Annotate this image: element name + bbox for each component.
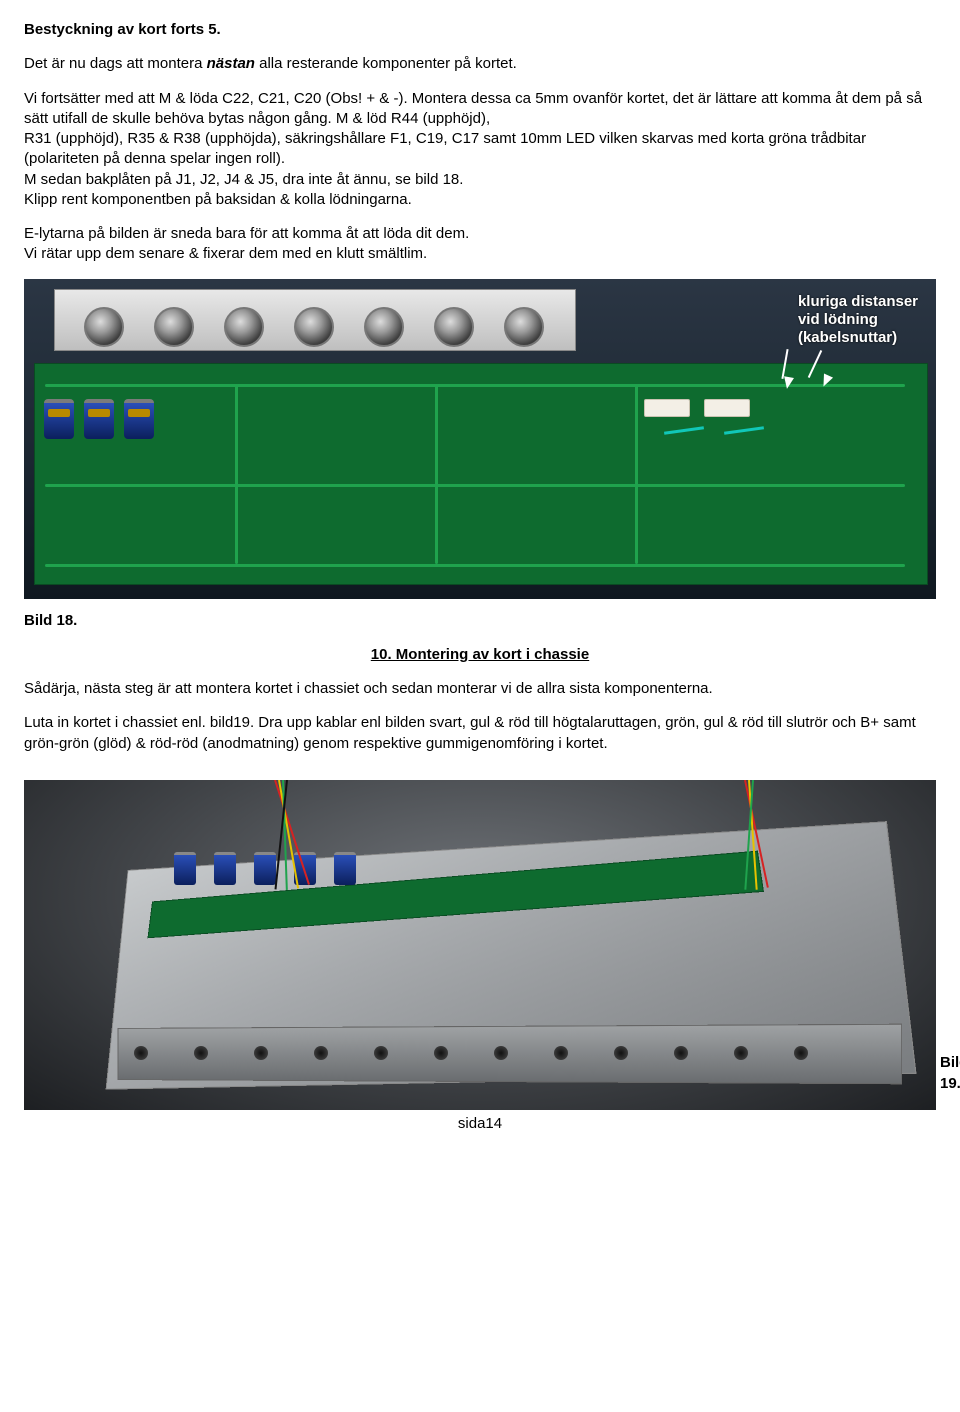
jack: [154, 307, 194, 347]
chassis-hole: [794, 1046, 808, 1060]
wire-bundle: [744, 780, 884, 890]
chassis-photo: [24, 780, 936, 1110]
pcb-board: [34, 363, 928, 585]
image-bild18: kluriga distanser vid lödning (kabelsnut…: [24, 279, 936, 599]
chassis-hole: [674, 1046, 688, 1060]
chassis-hole: [614, 1046, 628, 1060]
para-5: Klipp rent komponentben på baksidan & ko…: [24, 190, 936, 210]
fuse-holder: [704, 399, 750, 417]
capacitor: [124, 399, 154, 439]
chassis-hole: [434, 1046, 448, 1060]
para-intro-a: Det är nu dags att montera: [24, 55, 207, 72]
page-footer: sida14: [24, 1114, 936, 1134]
chassis-front: [118, 1023, 903, 1084]
capacitor: [84, 399, 114, 439]
para-9: Luta in kortet i chassiet enl. bild19. D…: [24, 713, 936, 754]
wire-bundle: [274, 780, 414, 890]
chassis-hole: [734, 1046, 748, 1060]
jack: [294, 307, 334, 347]
para-6: E-lytarna på bilden är sneda bara för at…: [24, 224, 936, 244]
jack: [84, 307, 124, 347]
jack: [434, 307, 474, 347]
overlay-arrowhead: [782, 376, 794, 390]
caption-bild19: Bild 19.: [940, 1053, 960, 1094]
trace: [435, 384, 438, 564]
capacitor: [174, 852, 196, 885]
pcb-photo: kluriga distanser vid lödning (kabelsnut…: [24, 279, 936, 599]
para-intro: Det är nu dags att montera nästan alla r…: [24, 54, 936, 74]
chassis-hole: [374, 1046, 388, 1060]
para-intro-c: alla resterande komponenter på kortet.: [255, 55, 517, 72]
para-2: Vi fortsätter med att M & löda C22, C21,…: [24, 89, 936, 130]
caption-bild18: Bild 18.: [24, 611, 936, 631]
overlay-line1: kluriga distanser: [798, 293, 918, 311]
para-8: Sådärja, nästa steg är att montera korte…: [24, 679, 936, 699]
para-4: M sedan bakplåten på J1, J2, J4 & J5, dr…: [24, 170, 936, 190]
jack: [364, 307, 404, 347]
overlay-line3: (kabelsnuttar): [798, 329, 918, 347]
chassis-hole: [254, 1046, 268, 1060]
para-7: Vi rätar upp dem senare & fixerar dem me…: [24, 244, 936, 264]
trace: [45, 484, 905, 487]
capacitor: [214, 852, 236, 885]
capacitor: [254, 852, 276, 885]
jack: [504, 307, 544, 347]
capacitor: [44, 399, 74, 439]
section-10-title: 10. Montering av kort i chassie: [24, 645, 936, 665]
para-intro-b: nästan: [207, 55, 255, 72]
trace: [45, 564, 905, 567]
trace: [45, 384, 905, 387]
image-bild19: [24, 780, 936, 1110]
jack: [224, 307, 264, 347]
trace: [635, 384, 638, 564]
chassis-hole: [194, 1046, 208, 1060]
overlay-text: kluriga distanser vid lödning (kabelsnut…: [798, 293, 918, 347]
para-3: R31 (upphöjd), R35 & R38 (upphöjda), säk…: [24, 129, 936, 170]
heading-bestyckning: Bestyckning av kort forts 5.: [24, 20, 936, 40]
chassis-hole: [134, 1046, 148, 1060]
chassis-hole: [494, 1046, 508, 1060]
trace: [235, 384, 238, 564]
chassis-hole: [554, 1046, 568, 1060]
chassis-hole: [314, 1046, 328, 1060]
fuse-holder: [644, 399, 690, 417]
overlay-line2: vid lödning: [798, 311, 918, 329]
